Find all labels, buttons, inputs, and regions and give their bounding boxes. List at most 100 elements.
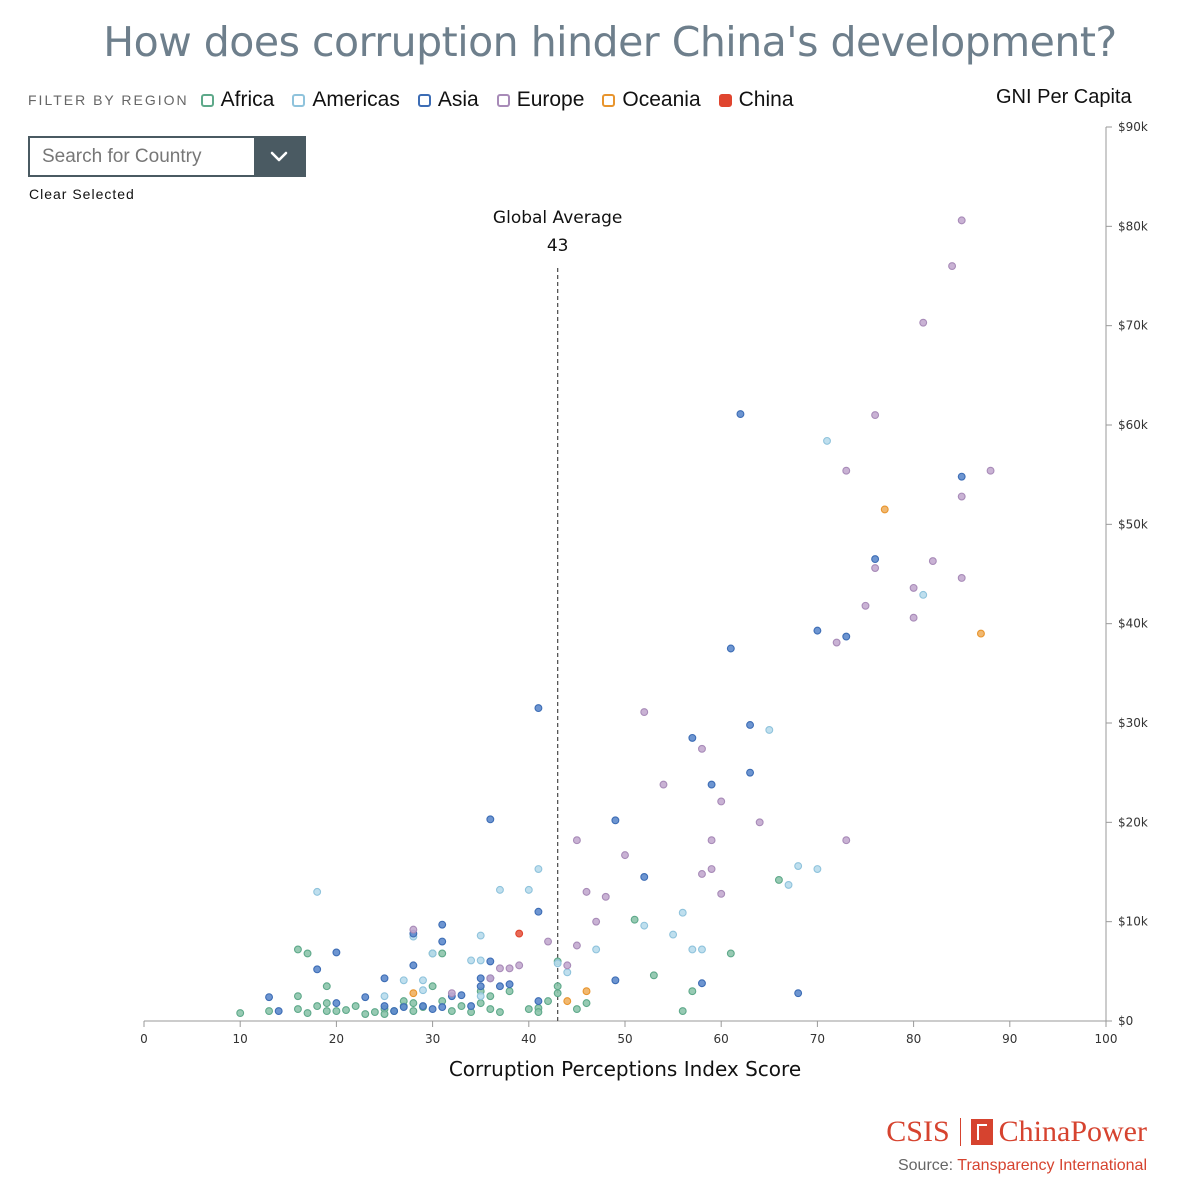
africa-data-point: [447, 1007, 456, 1016]
africa-data-point: [332, 1007, 341, 1016]
asia-data-point: [428, 1005, 437, 1014]
dropdown-button[interactable]: [254, 138, 304, 175]
europe-data-point: [505, 964, 514, 973]
asia-swatch-icon: [417, 93, 431, 107]
asia-data-point: [534, 704, 543, 713]
y-tick-label: $20k: [1118, 815, 1148, 829]
americas-data-point: [467, 956, 476, 965]
africa-data-point: [409, 999, 418, 1008]
europe-data-point: [986, 466, 995, 475]
oceania-data-point: [563, 997, 572, 1006]
europe-data-point: [957, 574, 966, 582]
americas-data-point: [380, 992, 389, 1001]
europe-data-point: [919, 318, 928, 327]
americas-data-point: [399, 976, 408, 985]
y-tick-label: $10k: [1118, 915, 1148, 929]
filter-label: FILTER BY REGION: [28, 92, 189, 108]
africa-data-point: [544, 997, 552, 1006]
europe-data-point: [871, 411, 880, 420]
europe-data-point: [707, 836, 716, 845]
europe-data-point: [640, 708, 649, 717]
asia-data-point: [726, 644, 735, 653]
asia-data-point: [438, 1003, 447, 1012]
americas-data-point: [919, 590, 928, 599]
europe-data-point: [909, 613, 918, 622]
filter-africa[interactable]: Africa: [200, 88, 274, 112]
asia-data-point: [476, 974, 485, 983]
europe-data-point: [957, 492, 966, 501]
europe-data-point: [495, 964, 504, 973]
asia-data-point: [495, 982, 504, 991]
africa-data-point: [303, 949, 312, 958]
americas-data-point: [553, 959, 562, 968]
africa-data-point: [322, 982, 331, 991]
africa-data-point: [322, 1007, 331, 1016]
europe-data-point: [948, 262, 957, 271]
americas-data-point: [476, 931, 485, 940]
average-label: Global Average: [493, 208, 622, 228]
x-tick-label: 0: [140, 1032, 148, 1046]
americas-data-point: [476, 956, 485, 965]
asia-data-point: [486, 815, 495, 824]
europe-data-point: [698, 870, 706, 878]
filter-oceania[interactable]: Oceania: [602, 88, 701, 112]
africa-data-point: [495, 1008, 504, 1017]
europe-data-point: [621, 851, 629, 860]
y-tick-label: $70k: [1118, 319, 1148, 333]
africa-data-point: [649, 971, 658, 980]
africa-data-point: [476, 999, 485, 1008]
americas-data-point: [524, 885, 533, 894]
asia-data-point: [332, 948, 341, 957]
oceania-data-point: [409, 989, 418, 998]
europe-data-point: [842, 836, 851, 845]
oceania-swatch-icon: [602, 93, 616, 107]
asia-data-point: [842, 632, 851, 641]
africa-swatch-icon: [200, 93, 214, 107]
asia-data-point: [688, 733, 697, 742]
americas-data-point: [698, 945, 706, 954]
africa-data-point: [553, 982, 562, 991]
europe-data-point: [572, 941, 581, 950]
china-data-point: [515, 929, 524, 938]
x-tick-label: 10: [233, 1032, 248, 1046]
americas-data-point: [678, 908, 687, 917]
africa-data-point: [370, 1008, 379, 1017]
asia-data-point: [640, 873, 649, 881]
americas-data-point: [592, 945, 601, 954]
asia-data-point: [380, 1002, 389, 1011]
americas-data-point: [428, 949, 437, 958]
filter-china[interactable]: China: [718, 88, 794, 112]
x-tick-label: 90: [1002, 1032, 1017, 1046]
europe-data-point: [957, 216, 966, 225]
source-link[interactable]: Transparency International: [957, 1157, 1147, 1174]
asia-data-point: [534, 997, 543, 1006]
filter-china-label: China: [738, 88, 794, 111]
africa-data-point: [505, 987, 514, 996]
asia-data-point: [476, 982, 485, 991]
asia-data-point: [399, 1003, 408, 1012]
chinapower-logo-text: ChinaPower: [998, 1115, 1147, 1148]
africa-data-point: [534, 1008, 543, 1017]
europe-data-point: [544, 937, 552, 946]
filter-asia[interactable]: Asia: [417, 88, 479, 112]
africa-data-point: [380, 1010, 389, 1018]
clear-selected-button[interactable]: Clear Selected: [29, 186, 135, 202]
americas-data-point: [419, 976, 427, 985]
filter-europe[interactable]: Europe: [496, 88, 584, 112]
europe-data-point: [698, 744, 706, 753]
filter-asia-label: Asia: [437, 88, 479, 111]
asia-data-point: [361, 993, 370, 1002]
filter-americas[interactable]: Americas: [292, 88, 400, 112]
search-input[interactable]: [30, 138, 254, 175]
x-tick-label: 50: [617, 1032, 632, 1046]
europe-data-point: [871, 564, 880, 572]
asia-data-point: [390, 1007, 399, 1016]
asia-data-point: [957, 472, 966, 481]
asia-data-point: [438, 937, 447, 946]
africa-data-point: [457, 1002, 466, 1011]
asia-data-point: [265, 993, 274, 1002]
europe-data-point: [486, 974, 495, 983]
africa-data-point: [726, 949, 735, 958]
europe-data-point: [592, 917, 601, 926]
americas-data-point: [419, 986, 427, 995]
